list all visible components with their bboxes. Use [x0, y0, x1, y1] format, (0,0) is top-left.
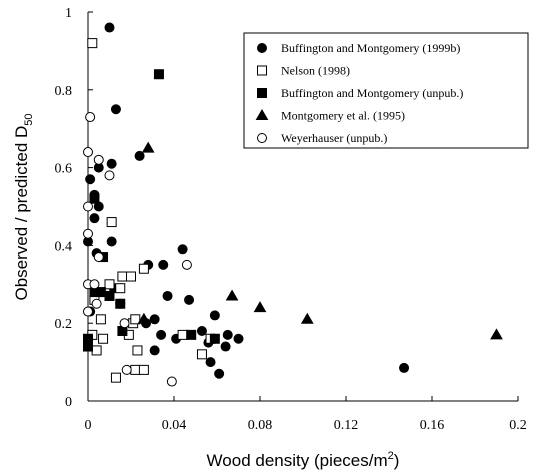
x-tick-label: 0.12	[334, 418, 359, 433]
y-label-sub: 50	[23, 113, 35, 125]
point	[184, 294, 195, 305]
point	[255, 109, 269, 120]
y-axis-label: Observed / predicted D50	[12, 113, 35, 300]
point	[233, 333, 244, 344]
x-label-tail: )	[394, 451, 400, 470]
point	[257, 65, 267, 76]
point	[130, 364, 141, 375]
point	[89, 213, 100, 224]
point	[115, 283, 126, 294]
point	[121, 364, 132, 375]
point	[253, 301, 267, 313]
point	[106, 236, 117, 247]
point	[166, 376, 177, 387]
point	[110, 372, 121, 383]
point	[138, 263, 149, 274]
point	[209, 333, 220, 344]
point	[399, 362, 410, 373]
point	[153, 69, 164, 80]
point	[300, 312, 314, 324]
x-tick-label: 0.16	[420, 418, 445, 433]
legend-label: Buffington and Montgomery (1999b)	[281, 41, 460, 55]
point	[106, 217, 117, 228]
point	[85, 174, 96, 185]
point	[222, 329, 233, 340]
point	[257, 133, 267, 143]
point	[177, 329, 188, 340]
point	[214, 368, 225, 379]
point	[141, 141, 155, 153]
point	[95, 314, 106, 325]
point	[181, 259, 192, 270]
legend-label: Buffington and Montgomery (unpub.)	[281, 86, 463, 100]
point	[134, 150, 145, 161]
point	[137, 312, 151, 324]
point	[83, 341, 93, 352]
point	[149, 314, 160, 325]
x-tick-label: 0.08	[248, 418, 273, 433]
point	[196, 325, 207, 336]
point	[257, 43, 267, 53]
point	[257, 88, 267, 98]
point	[104, 170, 115, 181]
point	[156, 329, 167, 340]
point	[106, 158, 117, 169]
legend-box	[243, 32, 529, 149]
point	[91, 345, 102, 356]
point	[95, 287, 106, 298]
x-label-sup: 2	[388, 450, 394, 462]
point	[117, 271, 128, 282]
point	[110, 104, 121, 115]
point	[104, 22, 115, 33]
point	[93, 154, 104, 165]
point	[225, 289, 239, 301]
legend-label: Montgomery et al. (1995)	[281, 109, 405, 123]
x-tick-label: 0.04	[162, 418, 187, 433]
y-tick-label: 0.2	[55, 317, 73, 332]
point	[177, 244, 188, 255]
point	[149, 345, 160, 356]
point	[130, 314, 141, 325]
point	[98, 333, 109, 344]
point	[490, 328, 503, 340]
legend-label: Weyerhauser (unpub.)	[281, 131, 387, 145]
point	[158, 259, 169, 270]
point	[196, 349, 207, 360]
point	[132, 345, 143, 356]
point	[91, 298, 102, 309]
y-tick-label: 0.8	[55, 84, 73, 99]
point	[104, 290, 115, 301]
point	[115, 298, 126, 309]
point	[186, 329, 197, 340]
point	[89, 279, 100, 290]
point	[93, 252, 104, 263]
point	[89, 193, 100, 204]
point	[85, 112, 96, 123]
point	[138, 364, 149, 375]
y-tick-label: 0.4	[55, 239, 73, 254]
point	[104, 279, 115, 290]
point	[83, 147, 93, 158]
legend-label: Nelson (1998)	[281, 64, 350, 78]
point	[126, 271, 136, 282]
x-tick-label: 0	[85, 418, 92, 433]
x-axis-label: Wood density (pieces/m2)	[207, 450, 400, 470]
point	[87, 38, 98, 49]
point	[220, 341, 231, 352]
point	[209, 310, 220, 321]
point	[83, 306, 93, 317]
y-tick-label: 0	[65, 395, 72, 410]
point	[119, 318, 130, 329]
x-label-main: Wood density (pieces/m	[207, 451, 388, 470]
y-label-main: Observed / predicted D	[12, 126, 31, 301]
point	[83, 228, 93, 239]
point	[83, 201, 93, 212]
point	[205, 357, 216, 368]
y-tick-label: 1	[65, 6, 72, 21]
x-tick-label: 0.2	[509, 418, 527, 433]
y-tick-label: 0.6	[55, 162, 73, 177]
point	[162, 290, 173, 301]
